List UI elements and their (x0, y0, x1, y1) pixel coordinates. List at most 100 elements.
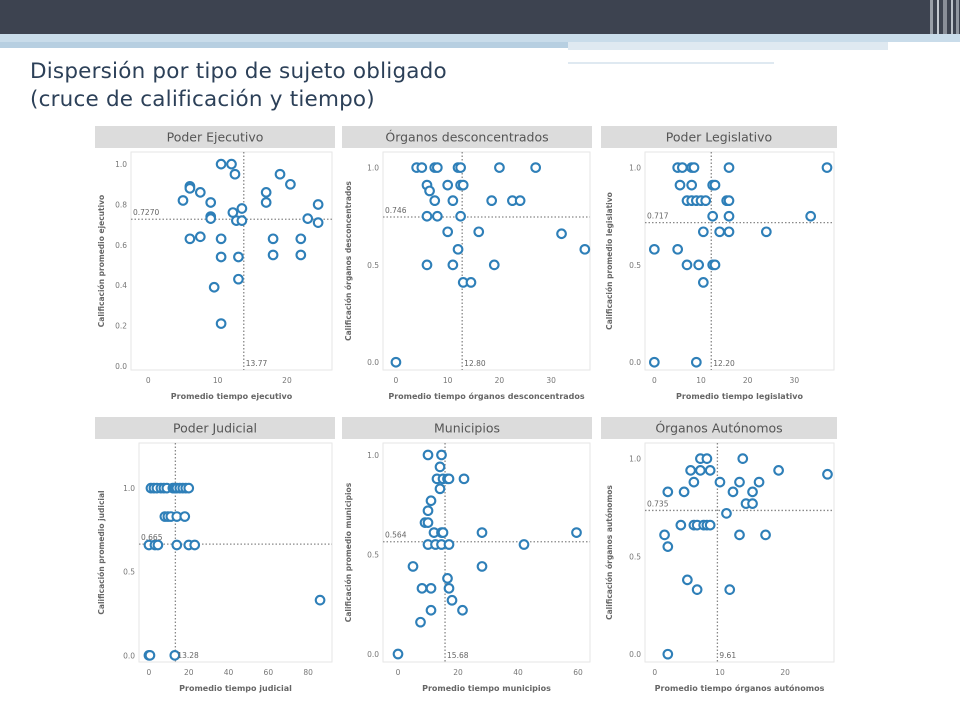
chart-panel-5: Municipios 0.0 0.5 1.0 0 20 40 60 Promedio tiemp… (342, 417, 592, 693)
x-tick-label: 0 (394, 376, 399, 385)
data-point (734, 529, 745, 541)
data-point (723, 226, 735, 238)
data-point (476, 527, 488, 538)
header-stripe-thin (568, 62, 774, 64)
data-point (285, 178, 296, 190)
panel-title: Poder Judicial (173, 421, 257, 436)
data-point (184, 182, 196, 194)
data-point (194, 187, 206, 198)
data-point (724, 584, 736, 596)
x-tick-label: 20 (453, 668, 463, 677)
data-point (194, 231, 206, 243)
panel-header (95, 126, 335, 148)
data-point (556, 228, 567, 240)
plot-area (382, 151, 591, 371)
data-point (431, 162, 443, 173)
y-tick-label: 0.5 (367, 261, 379, 270)
data-point (442, 226, 454, 238)
data-point (693, 259, 705, 271)
data-point (648, 243, 660, 255)
data-point (302, 213, 314, 224)
reference-y-label: 0.7270 (133, 208, 159, 217)
data-point (662, 541, 674, 552)
y-axis-label: Calificación órganos desconcentrados (344, 181, 353, 341)
data-point (473, 226, 485, 238)
data-point (295, 233, 307, 245)
y-tick-label: 0.8 (115, 200, 127, 209)
data-point (392, 648, 404, 660)
data-point (686, 179, 698, 191)
data-point (457, 179, 469, 191)
data-point (571, 527, 582, 538)
y-axis-label: Calificación órganos autónomos (605, 485, 614, 620)
x-tick-label: 20 (282, 376, 292, 385)
x-tick-label: 10 (715, 668, 725, 677)
x-tick-label: 30 (546, 376, 556, 385)
data-point (579, 243, 591, 255)
data-point (723, 210, 735, 222)
y-axis-label: Calificación promedio ejecutivo (97, 195, 106, 327)
data-point (760, 226, 772, 238)
data-point (447, 259, 459, 271)
data-point (821, 162, 833, 173)
reference-x-label: 13.77 (246, 359, 268, 368)
x-tick-label: 20 (743, 376, 753, 385)
data-point (229, 168, 241, 180)
data-point (233, 273, 244, 285)
data-point (436, 449, 447, 461)
y-tick-label: 1.0 (367, 164, 379, 173)
y-tick-label: 0.6 (115, 241, 127, 250)
data-point (434, 461, 446, 473)
data-point (727, 486, 739, 498)
x-tick-label: 20 (495, 376, 505, 385)
y-tick-label: 0.5 (629, 552, 641, 561)
data-point (422, 517, 434, 528)
x-tick-label: 0 (147, 668, 152, 677)
panel-header (95, 417, 335, 439)
data-point (455, 210, 466, 222)
reference-y-label: 0.665 (141, 533, 163, 542)
data-point (179, 511, 191, 522)
data-point (422, 505, 434, 517)
data-point (753, 476, 765, 488)
data-point (659, 529, 670, 541)
data-point (707, 210, 719, 222)
data-point (662, 486, 674, 498)
x-tick-label: 0 (146, 376, 151, 385)
title-line-1: Dispersión por tipo de sujeto obligado (30, 59, 447, 84)
data-point (458, 473, 470, 485)
data-point (431, 210, 443, 222)
data-point (312, 199, 324, 210)
data-point (682, 574, 693, 586)
reference-x-label: 15.68 (447, 651, 469, 660)
data-point (709, 179, 721, 191)
panel-title: Municipios (434, 421, 500, 436)
data-point (442, 573, 453, 584)
y-tick-label: 0.2 (115, 322, 127, 331)
data-point (295, 249, 307, 261)
panel-title: Poder Legislativo (666, 130, 772, 145)
data-point (215, 158, 227, 170)
data-point (267, 249, 279, 261)
data-point (171, 539, 183, 551)
data-point (226, 158, 237, 170)
x-tick-label: 30 (790, 376, 800, 385)
data-point (443, 473, 455, 485)
x-tick-label: 0 (652, 376, 657, 385)
y-tick-label: 0.5 (367, 550, 379, 559)
header-stripe-accent (0, 42, 568, 48)
data-point (189, 539, 201, 551)
data-point (688, 476, 700, 488)
data-point (208, 281, 220, 293)
data-point (429, 195, 441, 207)
data-point (691, 584, 703, 596)
reference-y-label: 0.564 (385, 531, 407, 540)
data-point (760, 529, 771, 541)
panel-header (342, 126, 592, 148)
y-tick-label: 0.0 (367, 358, 379, 367)
y-axis-label: Calificación promedio municipios (344, 482, 353, 622)
data-point (514, 195, 526, 207)
data-point (443, 539, 455, 550)
data-point (678, 486, 690, 498)
data-point (476, 561, 488, 572)
